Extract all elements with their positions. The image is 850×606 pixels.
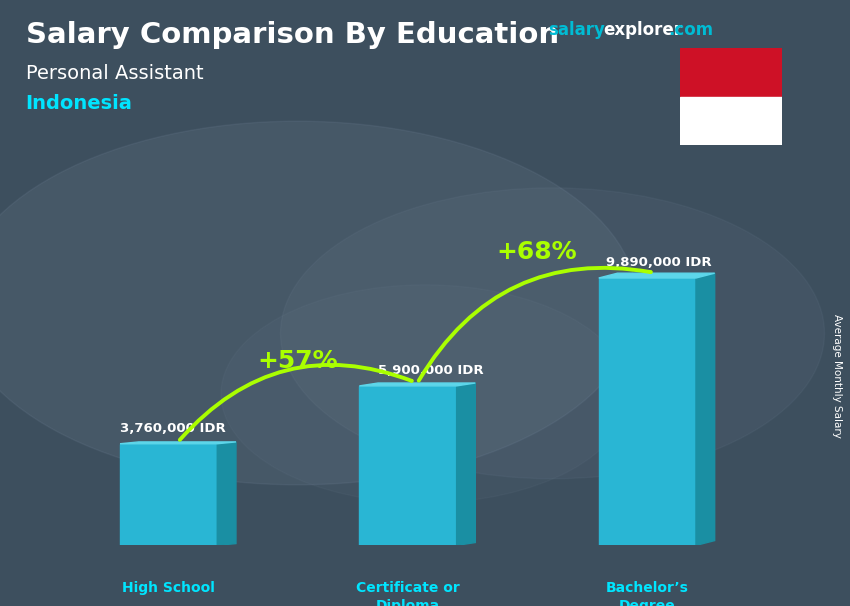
Text: salary: salary	[548, 21, 605, 39]
Text: 9,890,000 IDR: 9,890,000 IDR	[606, 256, 711, 269]
Polygon shape	[218, 442, 236, 545]
Text: Indonesia: Indonesia	[26, 94, 133, 113]
Bar	[360, 386, 456, 545]
Bar	[680, 97, 782, 145]
Text: +57%: +57%	[258, 350, 338, 373]
Text: Personal Assistant: Personal Assistant	[26, 64, 203, 82]
Bar	[680, 48, 782, 97]
Polygon shape	[598, 273, 715, 278]
FancyArrowPatch shape	[419, 268, 651, 381]
Text: 5,900,000 IDR: 5,900,000 IDR	[378, 364, 484, 377]
Bar	[598, 278, 696, 545]
Text: Bachelor’s
Degree: Bachelor’s Degree	[606, 581, 688, 606]
Polygon shape	[456, 383, 475, 545]
FancyArrowPatch shape	[180, 365, 411, 440]
Text: Average Monthly Salary: Average Monthly Salary	[832, 314, 842, 438]
Text: Certificate or
Diploma: Certificate or Diploma	[356, 581, 460, 606]
Text: Salary Comparison By Education: Salary Comparison By Education	[26, 21, 558, 49]
Bar	[120, 444, 218, 545]
Ellipse shape	[221, 285, 629, 503]
Polygon shape	[120, 442, 236, 444]
Polygon shape	[696, 273, 715, 545]
Text: +68%: +68%	[496, 239, 577, 264]
Ellipse shape	[0, 121, 638, 485]
Text: 3,760,000 IDR: 3,760,000 IDR	[120, 422, 226, 435]
Text: High School: High School	[122, 581, 215, 594]
Ellipse shape	[280, 188, 824, 479]
Polygon shape	[360, 383, 475, 386]
Text: .com: .com	[668, 21, 713, 39]
Text: explorer: explorer	[604, 21, 683, 39]
